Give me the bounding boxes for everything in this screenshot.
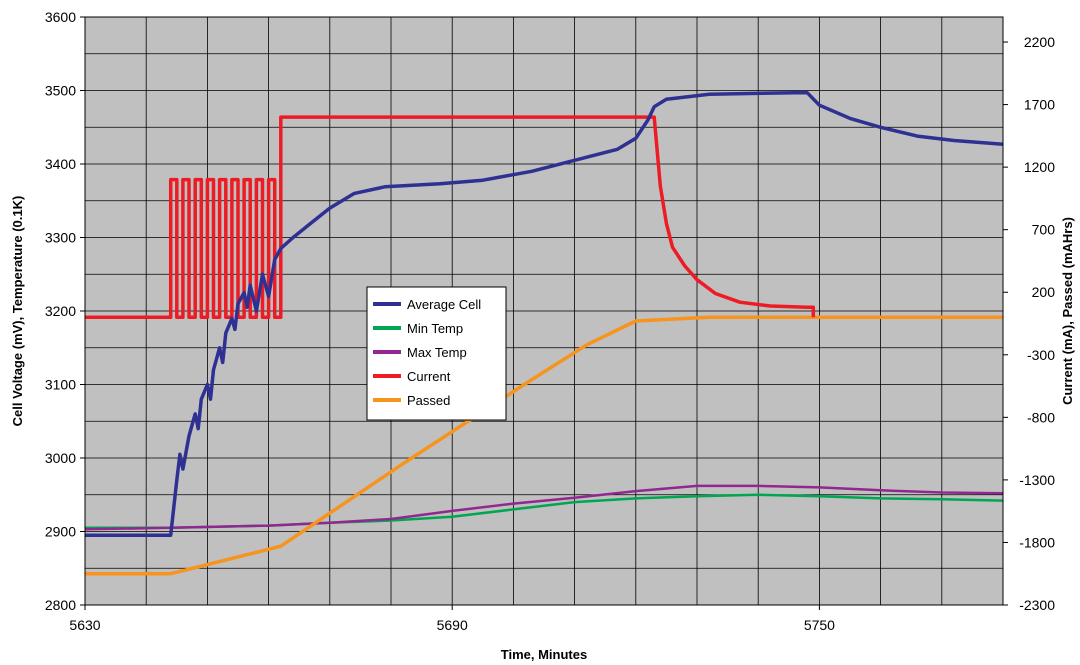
x-tick-label: 5630 [69,617,100,633]
right-tick-label: 700 [1032,222,1056,238]
left-tick-label: 3200 [45,303,76,319]
series-line-current [85,115,816,320]
legend-label: Max Temp [407,345,467,360]
grid-lines [85,17,1003,605]
left-axis-ticks: 2800 2900 3000 3100 3200 3300 3400 3500 3600 [45,9,85,613]
right-axis-ticks: -2300 -1800 -1300 -800 -300 200 700 1200 1700 220… [1003,34,1055,613]
legend-label: Min Temp [407,321,463,336]
legend-label: Current [407,369,451,384]
series-layer [84,90,1004,576]
x-tick-label: 5690 [437,617,468,633]
right-tick-label: -1800 [1019,534,1055,550]
legend-label: Average Cell [407,297,481,312]
series-line-average-cell [85,90,1004,537]
right-tick-label: 2200 [1024,34,1055,50]
left-tick-label: 3400 [45,156,76,172]
left-tick-label: 3300 [45,230,76,246]
right-tick-label: 1700 [1024,97,1055,113]
left-axis-title: Cell Voltage (mV), Temperature (0.1K) [10,196,25,427]
right-tick-label: -300 [1027,347,1055,363]
left-tick-label: 3500 [45,83,76,99]
left-tick-label: 2900 [45,524,76,540]
series-line-max-temp [84,484,1004,531]
right-tick-label: -2300 [1019,597,1055,613]
left-tick-label: 3100 [45,377,76,393]
left-tick-label: 3000 [45,450,76,466]
series-line-passed [85,315,1003,576]
right-tick-label: 200 [1032,284,1056,300]
right-tick-label: 1200 [1024,159,1055,175]
right-tick-label: -1300 [1019,472,1055,488]
left-tick-label: 2800 [45,597,76,613]
left-tick-label: 3600 [45,9,76,25]
right-axis-title: Current (mA), Passed (mAHrs) [1060,217,1075,405]
x-tick-label: 5750 [804,617,835,633]
x-axis-title: Time, Minutes [501,647,587,662]
right-tick-label: -800 [1027,409,1055,425]
legend-label: Passed [407,393,450,408]
x-axis-ticks: 5630 5690 5750 [69,605,835,633]
legend: Average Cell Min Temp Max Temp Current Passe… [366,286,507,421]
